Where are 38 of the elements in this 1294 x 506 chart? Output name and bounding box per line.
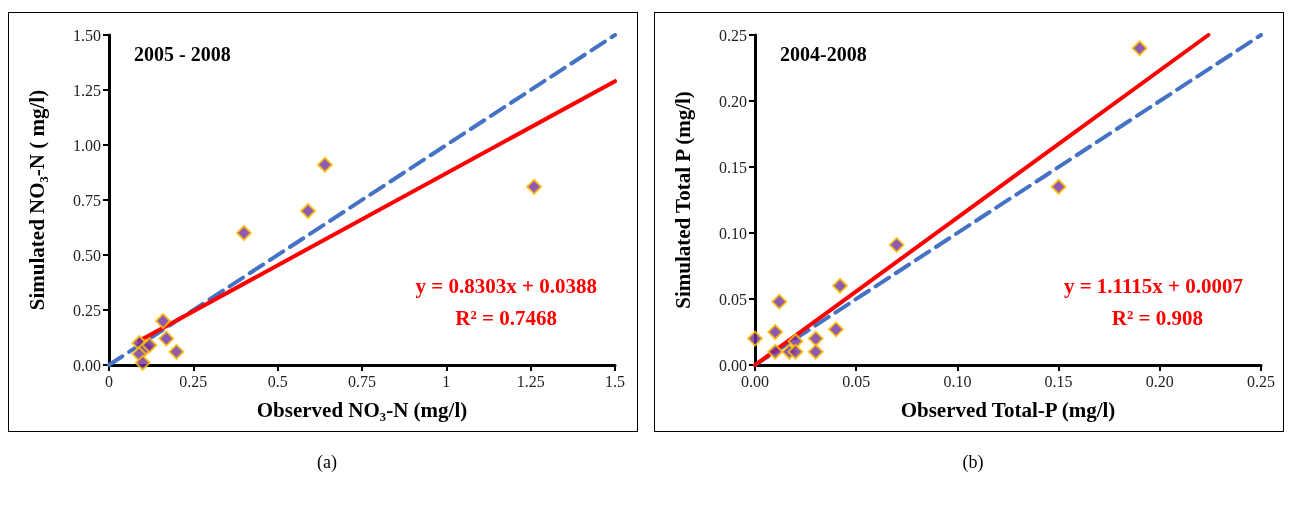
annotation: R² = 0.7468 [455,305,558,330]
x-tick-label: 0.25 [1247,372,1275,390]
y-tick-label: 0.50 [73,246,101,264]
annotation: y = 1.1115x + 0.0007 [1063,273,1244,298]
x-tick-label: 0.10 [943,372,972,390]
y-tick-label: 0.00 [719,356,747,374]
y-tick-label: 1.00 [73,136,101,154]
text: (b) [961,452,985,473]
y-tick-label: 0.20 [719,92,747,110]
x-tick-label: 1.25 [516,372,545,390]
x-tick-label: 0.20 [1145,372,1174,390]
chart-title: 2004-2008 [780,43,867,65]
y-tick-label: 1.25 [73,81,101,99]
x-axis-title: Observed Total-P (mg/l) [900,397,1116,422]
chart-title: 2005 - 2008 [134,43,231,65]
x-tick-label: 0.15 [1044,372,1073,390]
y-tick-label: 0.00 [73,356,101,374]
y-tick-label: 0.10 [719,224,747,242]
x-tick-label: 0 [105,372,113,390]
x-tick-label: 0.75 [348,372,376,390]
y-tick-label: 0.25 [73,301,101,319]
x-tick-label: 1 [442,372,451,390]
annotation: y = 0.8303x + 0.0388 [415,273,597,298]
y-tick-label: 0.15 [719,158,747,176]
x-tick-label: 0.00 [741,372,769,390]
annotation: R² = 0.908 [1111,305,1204,330]
y-tick-label: 0.25 [719,26,747,44]
x-tick-label: 0.5 [267,372,288,390]
x-axis-title: Observed NO₃-N (mg/l) [256,397,468,422]
x-tick-label: 0.05 [842,372,871,390]
y-tick-label: 0.75 [73,191,101,209]
x-tick-label: 1.5 [605,372,625,390]
text: (a) [316,452,338,473]
x-tick-label: 0.25 [179,372,208,390]
y-axis-title: Simulated Total P (mg/l) [670,91,695,309]
y-tick-label: 1.50 [73,26,101,44]
y-axis-title: Simulated NO₃-N ( mg/l) [24,89,49,311]
y-tick-label: 0.05 [719,290,747,308]
